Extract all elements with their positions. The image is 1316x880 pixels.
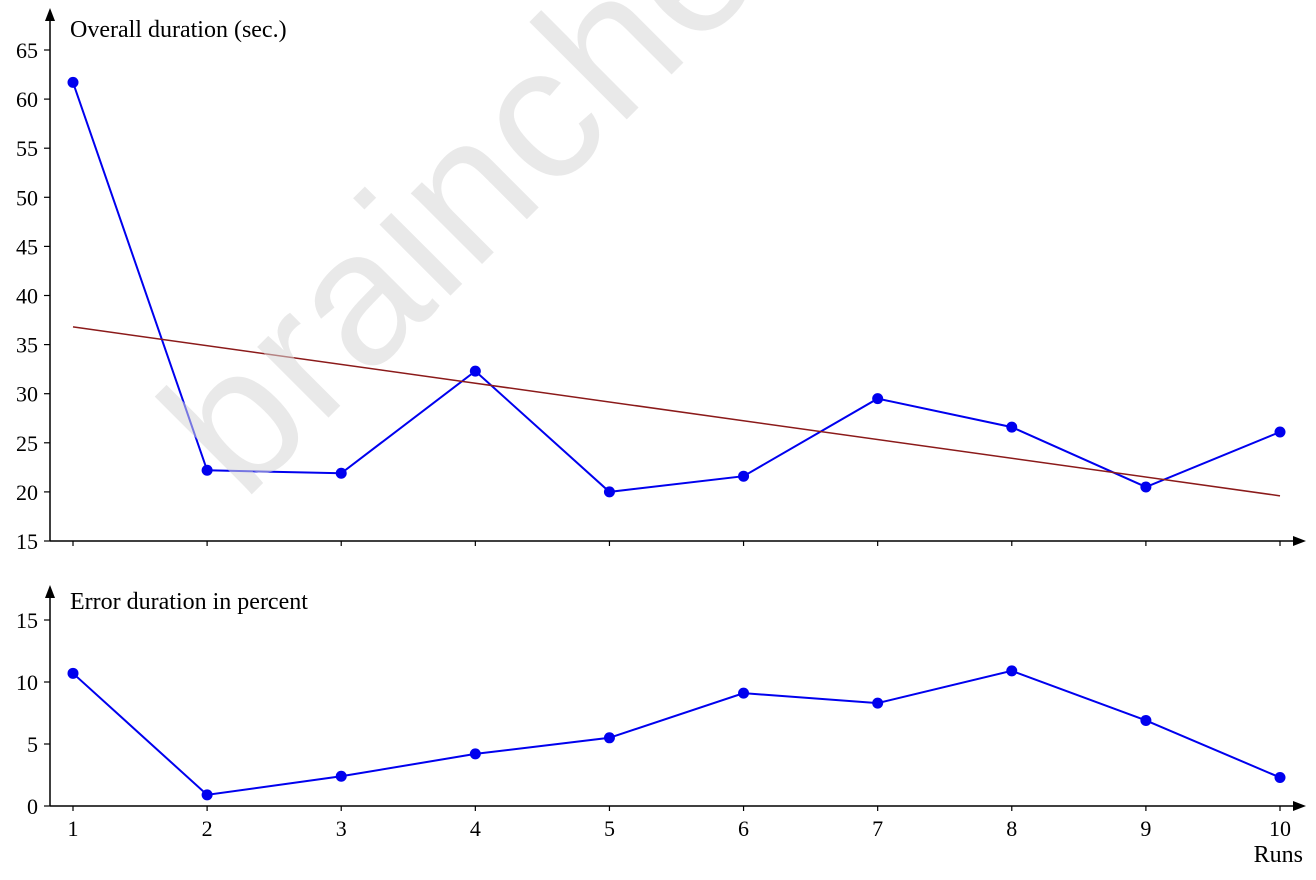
duration-y-tick-label: 25 xyxy=(16,431,38,456)
error-data-point xyxy=(469,748,481,760)
duration-data-point xyxy=(1140,481,1152,493)
error-x-axis-arrow xyxy=(1293,801,1306,811)
duration-data-point xyxy=(1274,426,1286,438)
error-x-tick-label: 9 xyxy=(1140,816,1151,841)
error-x-tick-label: 5 xyxy=(604,816,615,841)
duration-y-tick-label: 60 xyxy=(16,87,38,112)
duration-data-point xyxy=(603,486,615,498)
error-data-point xyxy=(335,770,347,782)
error-data-point xyxy=(1140,714,1152,726)
duration-trend-line xyxy=(72,326,1281,497)
error-y-axis-arrow xyxy=(45,585,55,598)
error-x-tick-label: 3 xyxy=(336,816,347,841)
duration-y-tick-label: 65 xyxy=(16,38,38,63)
error-data-point xyxy=(67,667,79,679)
error-data-point xyxy=(1274,771,1286,783)
duration-y-tick-label: 20 xyxy=(16,480,38,505)
error-y-tick-label: 5 xyxy=(27,732,38,757)
duration-data-point xyxy=(738,470,750,482)
error-x-tick-label: 2 xyxy=(202,816,213,841)
error-x-tick-label: 10 xyxy=(1269,816,1291,841)
error-data-point xyxy=(201,789,213,801)
error-series-line xyxy=(72,669,1281,796)
error-panel: Error duration in percent Runs 0 5 10 15 1 2 3… xyxy=(16,585,1306,868)
duration-y-tick-label: 50 xyxy=(16,185,38,210)
error-x-tick-label: 8 xyxy=(1006,816,1017,841)
duration-data-point xyxy=(469,365,481,377)
error-data-point xyxy=(1006,665,1018,677)
duration-data-point xyxy=(201,464,213,476)
duration-y-tick-label: 45 xyxy=(16,234,38,259)
error-x-tick-label: 1 xyxy=(68,816,79,841)
duration-y-tick-label: 40 xyxy=(16,284,38,309)
error-y-tick-label: 0 xyxy=(27,794,38,819)
error-title: Error duration in percent xyxy=(70,589,308,615)
error-data-point xyxy=(738,687,750,699)
duration-y-tick-label: 30 xyxy=(16,382,38,407)
error-y-tick-label: 15 xyxy=(16,608,38,633)
duration-series-line xyxy=(72,82,1281,493)
duration-x-axis-arrow xyxy=(1293,536,1306,546)
duration-y-tick-label: 35 xyxy=(16,333,38,358)
duration-title: Overall duration (sec.) xyxy=(70,17,287,43)
duration-data-point xyxy=(872,393,884,405)
error-y-tick-label: 10 xyxy=(16,670,38,695)
error-data-point xyxy=(872,697,884,709)
duration-panel: Overall duration (sec.) 15 20 25 30 35 40 45 50… xyxy=(16,8,1306,554)
duration-data-point xyxy=(1006,421,1018,433)
duration-data-point xyxy=(335,467,347,479)
duration-data-point xyxy=(67,76,79,88)
duration-y-axis-arrow xyxy=(45,8,55,21)
duration-y-tick-label: 55 xyxy=(16,136,38,161)
x-axis-label: Runs xyxy=(1254,842,1303,868)
error-x-tick-label: 6 xyxy=(738,816,749,841)
error-data-point xyxy=(603,732,615,744)
error-x-tick-label: 4 xyxy=(470,816,481,841)
error-x-tick-label: 7 xyxy=(872,816,883,841)
duration-y-tick-label: 15 xyxy=(16,529,38,554)
